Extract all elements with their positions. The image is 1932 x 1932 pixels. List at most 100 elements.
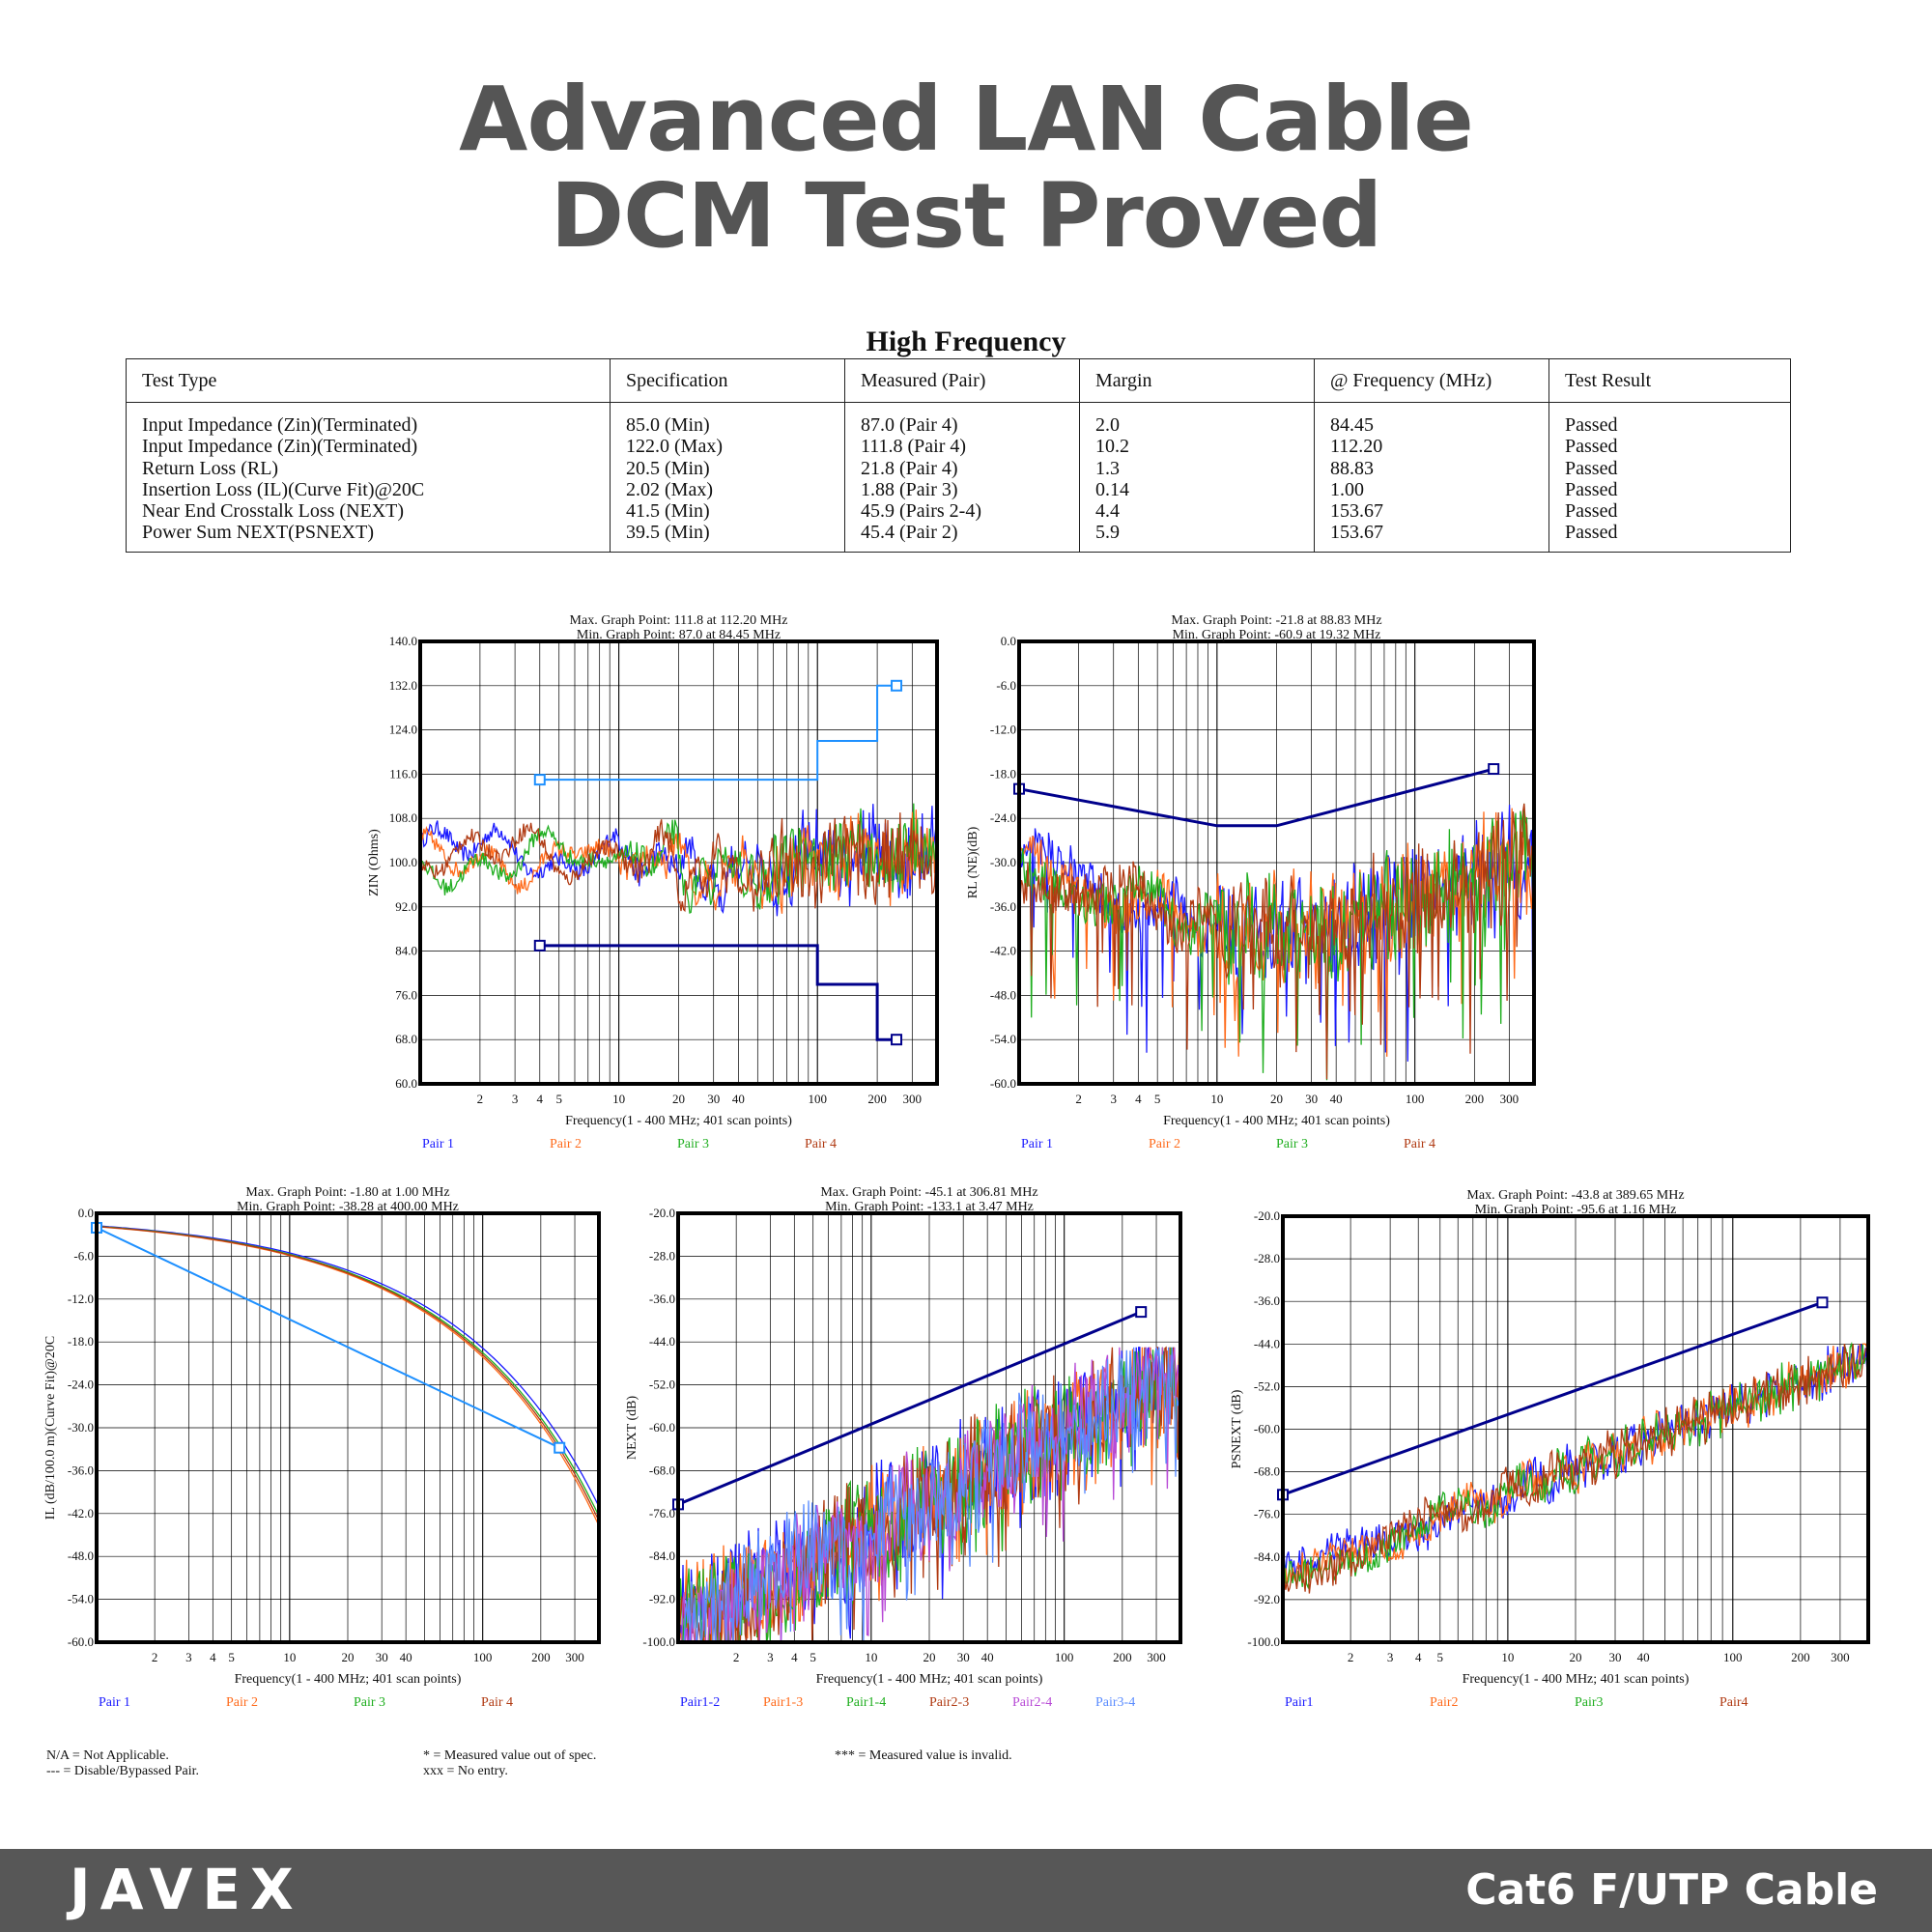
chart-title: Max. Graph Point: -1.80 at 1.00 MHz xyxy=(245,1185,449,1200)
legend-entry: Pair 4 xyxy=(805,1137,837,1151)
x-axis-label: Frequency(1 - 400 MHz; 401 scan points) xyxy=(816,1672,1043,1687)
cell-result: Passed xyxy=(1548,500,1791,523)
cell-specification: 41.5 (Min) xyxy=(610,500,845,523)
x-tick-label: 40 xyxy=(1637,1650,1650,1664)
cell-specification: 39.5 (Min) xyxy=(610,522,845,553)
y-tick-label: 124.0 xyxy=(389,723,417,737)
y-tick-label: -44.0 xyxy=(1254,1336,1280,1350)
page-title-line-2: DCM Test Proved xyxy=(550,164,1382,268)
y-tick-label: -76.0 xyxy=(1254,1507,1280,1521)
y-tick-label: -12.0 xyxy=(68,1292,94,1306)
x-tick-label: 2 xyxy=(1348,1650,1354,1664)
notes-right: *** = Measured value is invalid. xyxy=(835,1748,1012,1764)
plot-frame xyxy=(95,1211,601,1644)
x-tick-label: 4 xyxy=(210,1650,216,1664)
legend-entry: Pair1-2 xyxy=(680,1695,720,1710)
x-tick-label: 10 xyxy=(1210,1092,1223,1106)
y-tick-label: -100.0 xyxy=(642,1634,675,1649)
cell-test-type: Return Loss (RL) xyxy=(126,457,611,479)
plot-frame xyxy=(1281,1214,1870,1644)
y-tick-label: 100.0 xyxy=(389,855,417,869)
x-tick-label: 300 xyxy=(903,1092,923,1106)
legend-entry: Pair2-4 xyxy=(1012,1695,1052,1710)
cell-test-type: Input Impedance (Zin)(Terminated) xyxy=(126,436,611,458)
x-tick-label: 10 xyxy=(1501,1650,1514,1664)
x-tick-label: 100 xyxy=(1406,1092,1425,1106)
cell-result: Passed xyxy=(1548,457,1791,479)
legend-entry: Pair 2 xyxy=(1149,1137,1180,1151)
cell-specification: 2.02 (Max) xyxy=(610,478,845,501)
series-line xyxy=(1018,803,1535,1080)
x-tick-label: 2 xyxy=(1075,1092,1082,1106)
cell-result: Passed xyxy=(1548,402,1791,437)
limit-marker xyxy=(1488,763,1500,776)
y-axis-label: IL (dB/100.0 m)(Curve Fit)@20C xyxy=(43,1336,58,1520)
cell-measured: 87.0 (Pair 4) xyxy=(844,402,1080,437)
legend-entry: Pair1 xyxy=(1285,1695,1314,1710)
y-tick-label: -28.0 xyxy=(1254,1251,1280,1265)
cell-margin: 0.14 xyxy=(1079,478,1315,501)
x-tick-label: 200 xyxy=(867,1092,887,1106)
y-tick-label: 92.0 xyxy=(395,899,417,914)
y-tick-label: -44.0 xyxy=(649,1334,675,1349)
limit-marker xyxy=(891,679,903,692)
x-tick-label: 3 xyxy=(1110,1092,1117,1106)
series-line xyxy=(677,1347,1181,1643)
x-tick-label: 4 xyxy=(1135,1092,1142,1106)
series-line xyxy=(96,1225,600,1507)
chart-title: Max. Graph Point: 111.8 at 112.20 MHz xyxy=(570,613,788,628)
cell-margin: 4.4 xyxy=(1079,500,1315,523)
limit-line xyxy=(539,944,896,1041)
legend-entry: Pair 4 xyxy=(481,1695,513,1710)
cell-frequency: 88.83 xyxy=(1314,457,1549,479)
limit-line xyxy=(1018,767,1494,828)
y-tick-label: -54.0 xyxy=(990,1032,1016,1046)
limit-line xyxy=(677,1310,1142,1506)
x-tick-label: 100 xyxy=(808,1092,827,1106)
limit-marker xyxy=(891,1034,903,1046)
cell-test-type: Power Sum NEXT(PSNEXT) xyxy=(126,522,611,553)
limit-marker xyxy=(533,774,546,786)
footer-bar: JAVEX Cat6 F/UTP Cable xyxy=(0,1849,1932,1932)
x-tick-label: 3 xyxy=(767,1650,774,1664)
chart-zin: 140.0 132.0 124.0 116.0 108.0 100.0 92.0 84.0 76… xyxy=(367,613,939,1151)
x-tick-label: 5 xyxy=(1437,1650,1444,1664)
y-tick-label: -6.0 xyxy=(73,1248,94,1263)
y-tick-label: -20.0 xyxy=(1254,1208,1280,1223)
x-axis-label: Frequency(1 - 400 MHz; 401 scan points) xyxy=(1163,1114,1390,1128)
x-tick-label: 5 xyxy=(1154,1092,1161,1106)
table-header-row: Test Type Specification Measured (Pair) … xyxy=(126,358,1791,403)
plot-frame xyxy=(418,639,939,1086)
x-tick-label: 100 xyxy=(1055,1650,1074,1664)
page-title-line-1: Advanced LAN Cable xyxy=(459,68,1474,171)
x-tick-label: 100 xyxy=(473,1650,493,1664)
x-tick-label: 30 xyxy=(1609,1650,1622,1664)
col-test-result: Test Result xyxy=(1548,358,1791,403)
y-tick-label: -42.0 xyxy=(68,1506,94,1520)
limit-line xyxy=(539,684,896,781)
x-tick-label: 10 xyxy=(283,1650,296,1664)
x-tick-label: 20 xyxy=(672,1092,685,1106)
chart-title: Max. Graph Point: -21.8 at 88.83 MHz xyxy=(1171,613,1381,628)
plot-frame xyxy=(1017,639,1536,1086)
table-caption: High Frequency xyxy=(866,326,1066,357)
y-tick-label: -52.0 xyxy=(649,1378,675,1392)
y-axis-label: RL (NE)(dB) xyxy=(966,826,980,898)
note-out-of-spec: * = Measured value out of spec. xyxy=(423,1748,597,1763)
cell-result: Passed xyxy=(1548,478,1791,501)
x-tick-label: 300 xyxy=(1500,1092,1520,1106)
x-tick-label: 10 xyxy=(865,1650,877,1664)
col-measured: Measured (Pair) xyxy=(844,358,1080,403)
x-tick-label: 200 xyxy=(1465,1092,1485,1106)
x-tick-label: 40 xyxy=(1330,1092,1343,1106)
series-line xyxy=(96,1225,600,1521)
series-line xyxy=(419,803,938,914)
limit-marker xyxy=(1816,1296,1829,1309)
y-tick-label: -92.0 xyxy=(1254,1592,1280,1606)
x-tick-label: 200 xyxy=(1791,1650,1810,1664)
x-axis-label: Frequency(1 - 400 MHz; 401 scan points) xyxy=(1463,1672,1690,1687)
series-line xyxy=(677,1347,1181,1643)
y-tick-label: -28.0 xyxy=(649,1248,675,1263)
x-tick-label: 30 xyxy=(957,1650,970,1664)
chart-subtitle: Min. Graph Point: -38.28 at 400.00 MHz xyxy=(237,1200,459,1214)
